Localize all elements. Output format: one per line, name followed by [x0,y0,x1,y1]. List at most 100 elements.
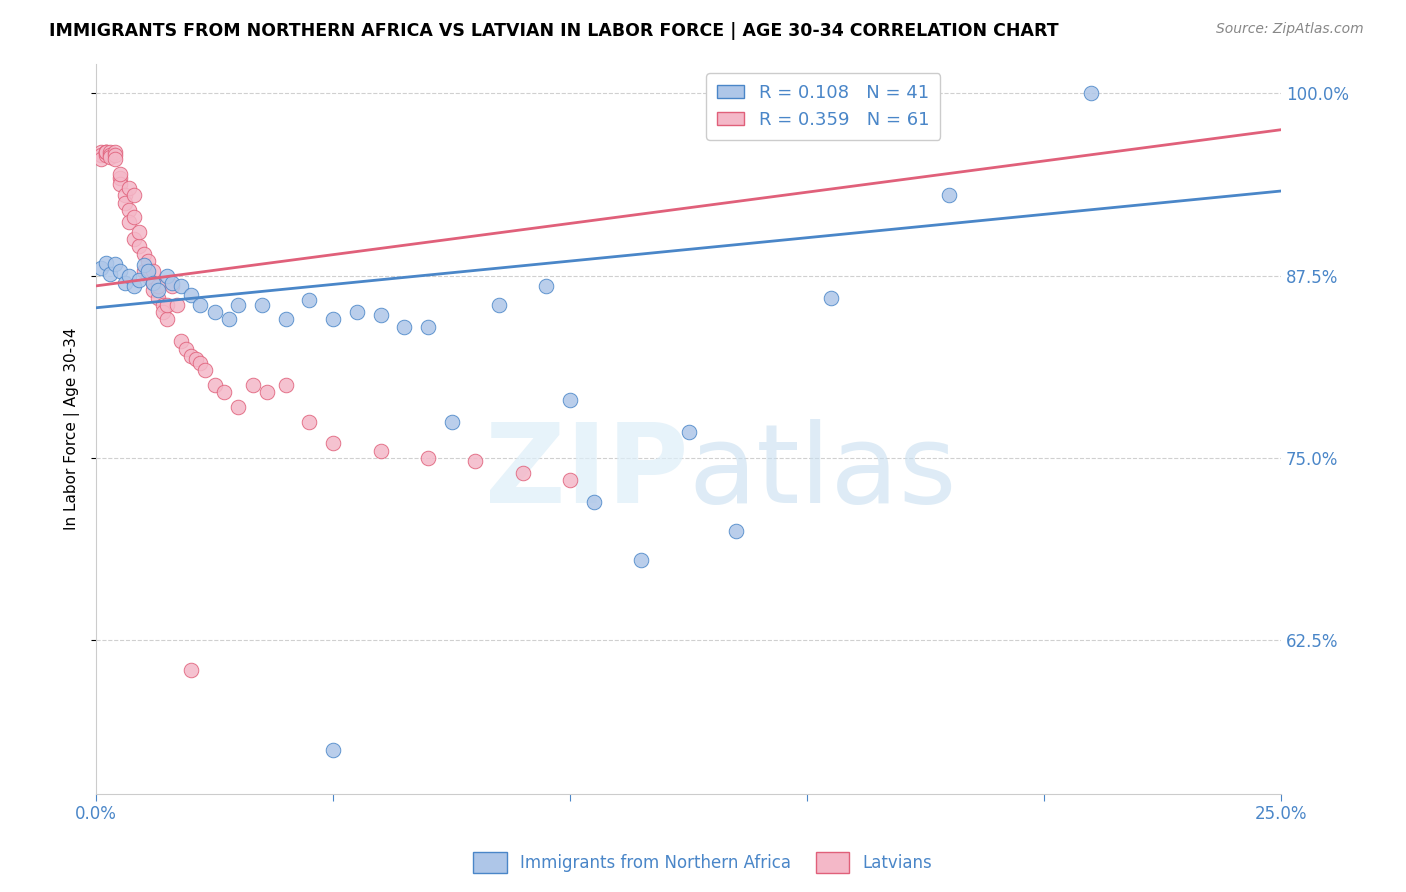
Point [212,385,235,400]
Point [114,195,136,210]
Point [108,170,131,185]
Point [136,264,159,278]
Point [346,305,368,319]
Text: ZIP: ZIP [485,419,689,526]
Point [228,400,250,414]
Point [104,147,127,161]
Point [156,298,179,312]
Point [180,287,202,301]
Point [558,473,581,487]
Point [142,276,165,290]
Point [180,349,202,363]
Point [160,278,183,293]
Point [512,466,534,480]
Point [170,334,193,349]
Text: atlas: atlas [689,419,957,526]
Point [180,663,202,677]
Point [558,392,581,407]
Point [1080,87,1102,101]
Point [392,319,415,334]
Point [298,415,321,429]
Point [322,312,344,326]
Point [184,351,207,366]
Point [440,415,463,429]
Point [94,145,117,159]
Point [582,495,605,509]
Point [132,264,155,278]
Point [142,283,165,297]
Point [416,319,439,334]
Point [94,145,117,159]
Point [464,454,486,468]
Point [100,147,122,161]
Point [256,385,278,400]
Point [724,524,747,538]
Point [118,202,141,217]
Point [250,298,273,312]
Point [108,167,131,181]
Point [90,152,112,166]
Point [100,267,122,281]
Point [146,278,169,293]
Point [114,188,136,202]
Point [228,298,250,312]
Point [152,298,174,312]
Point [94,147,117,161]
Point [118,214,141,228]
Point [536,278,558,293]
Point [156,312,179,326]
Point [242,378,264,392]
Point [122,188,145,202]
Point [146,291,169,305]
Point [100,151,122,165]
Point [142,264,165,278]
Legend: Immigrants from Northern Africa, Latvians: Immigrants from Northern Africa, Latvian… [467,846,939,880]
Point [90,147,112,161]
Point [938,188,960,202]
Point [94,145,117,159]
Point [152,305,174,319]
Point [678,425,700,439]
Point [630,553,652,567]
Point [194,363,217,377]
Point [122,232,145,246]
Point [820,291,842,305]
Point [118,268,141,283]
Point [322,436,344,450]
Point [136,268,159,283]
Point [146,283,169,297]
Point [128,239,150,253]
Point [370,308,392,322]
Point [204,305,226,319]
Point [174,342,197,356]
Point [132,246,155,260]
Point [114,276,136,290]
Point [104,257,127,271]
Point [298,293,321,308]
Point [416,451,439,466]
Y-axis label: In Labor Force | Age 30-34: In Labor Force | Age 30-34 [65,327,80,530]
Point [132,259,155,273]
Point [322,743,344,757]
Point [90,261,112,276]
Point [204,378,226,392]
Point [190,298,212,312]
Point [274,378,297,392]
Point [156,268,179,283]
Legend: R = 0.108   N = 41, R = 0.359   N = 61: R = 0.108 N = 41, R = 0.359 N = 61 [706,73,941,140]
Point [142,276,165,290]
Point [190,356,212,370]
Point [488,298,510,312]
Point [100,145,122,159]
Point [108,177,131,191]
Point [122,211,145,225]
Point [94,255,117,269]
Point [118,181,141,195]
Text: Source: ZipAtlas.com: Source: ZipAtlas.com [1216,22,1364,37]
Point [104,145,127,159]
Point [104,152,127,166]
Point [166,298,188,312]
Point [128,225,150,239]
Point [108,264,131,278]
Point [170,278,193,293]
